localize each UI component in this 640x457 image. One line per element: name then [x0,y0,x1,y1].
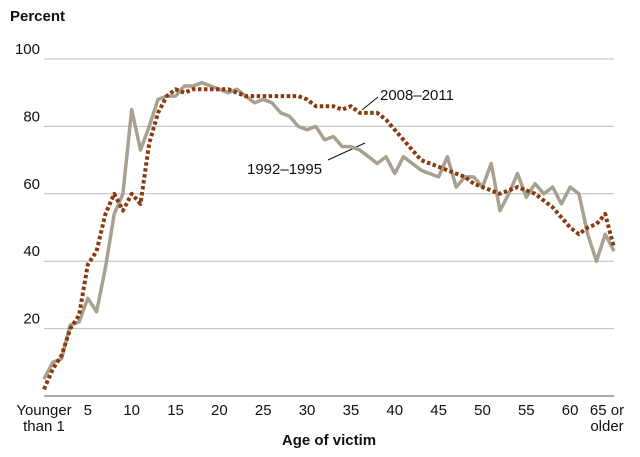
x-tick-label: 20 [211,402,228,419]
x-tick-label: 50 [474,402,491,419]
x-tick-label: 10 [123,402,141,419]
series-line [42,87,616,391]
leader-line [361,96,379,111]
x-tick-label: 15 [167,402,184,419]
y-tick-label: 80 [23,108,40,125]
series-label: 2008–2011 [380,87,454,104]
y-tick-label: 60 [23,176,40,193]
x-tick-label: 35 [342,402,360,419]
x-tick-label: Younger than 1 [16,402,72,435]
y-axis-title: Percent [10,8,65,25]
x-tick-label: 5 [83,402,93,419]
x-tick-label: 40 [386,402,404,419]
x-tick-label: 30 [298,402,316,419]
series-line [42,80,616,380]
x-axis-title: Age of victim [282,432,376,449]
x-tick-label: 25 [254,402,272,419]
leader-line [327,142,366,161]
y-tick-label: 40 [23,243,40,260]
y-tick-label: 100 [15,41,40,58]
x-tick-label: 55 [517,402,535,419]
series-label: 1992–1995 [247,161,322,178]
x-tick-label: 65 or older [589,402,625,435]
x-tick-label: 60 [561,402,579,419]
y-tick-label: 20 [23,311,40,328]
x-tick-label: 45 [430,402,447,419]
